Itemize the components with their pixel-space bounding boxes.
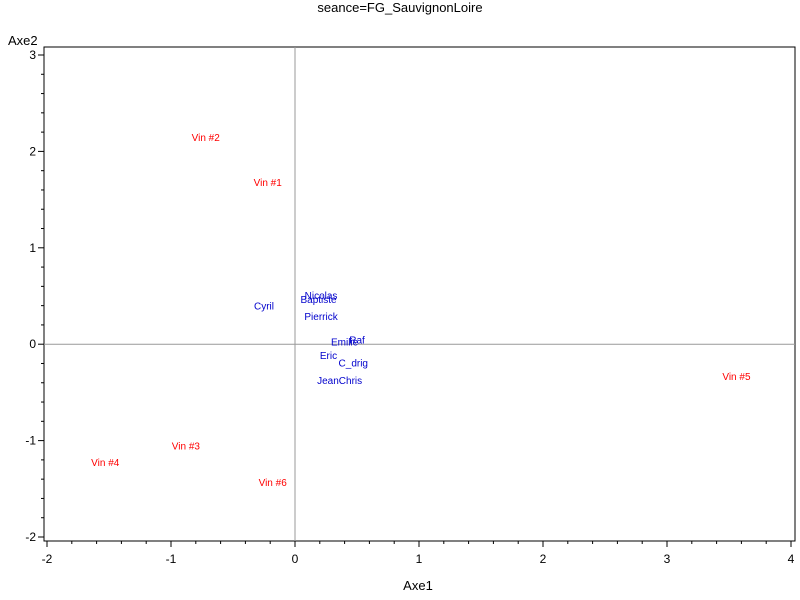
y-tick-label: 2 [29,144,36,158]
x-tick-label: 0 [292,552,299,566]
chart-title: seance=FG_SauvignonLoire [317,0,482,15]
x-axis-title: Axe1 [403,578,433,593]
data-points: Vin #1 Vin #2 Vin #3 Vin #4 Vin #5 Vin #6 Nico… [91,133,751,489]
point-label: C_drig [339,359,368,370]
point-label: JeanChris [317,376,362,387]
y-tick-label: -1 [25,434,36,448]
point-label: Nicolas [305,291,338,302]
y-axis-ticks: -2 -1 0 1 2 3 [25,48,44,544]
y-tick-label: 1 [29,241,36,255]
point-label: Eric [320,351,337,362]
point-label: Baptiste [300,295,337,306]
y-axis-title: Axe2 [8,33,38,48]
point-label: Vin #2 [192,133,221,144]
x-tick-label: 1 [416,552,423,566]
x-tick-label: 2 [540,552,547,566]
x-tick-label: -2 [42,552,53,566]
reference-lines [44,47,795,541]
point-label: Vin #5 [722,372,751,383]
point-label: Raf [349,335,365,346]
x-tick-label: 3 [664,552,671,566]
x-axis-ticks: -2 -1 0 1 2 3 4 [42,541,795,566]
plot-frame [43,46,796,542]
point-label: Emilie [331,337,359,348]
point-label: Vin #3 [172,441,201,452]
point-label: Cyril [254,302,274,313]
y-tick-label: 3 [29,48,36,62]
point-label: Vin #4 [91,458,120,469]
point-label: Vin #6 [259,478,288,489]
point-label: Vin #1 [254,178,283,189]
point-label: Pierrick [304,312,338,323]
x-tick-label: -1 [166,552,177,566]
x-tick-label: 4 [788,552,795,566]
y-tick-label: 0 [29,337,36,351]
y-tick-label: -2 [25,530,36,544]
